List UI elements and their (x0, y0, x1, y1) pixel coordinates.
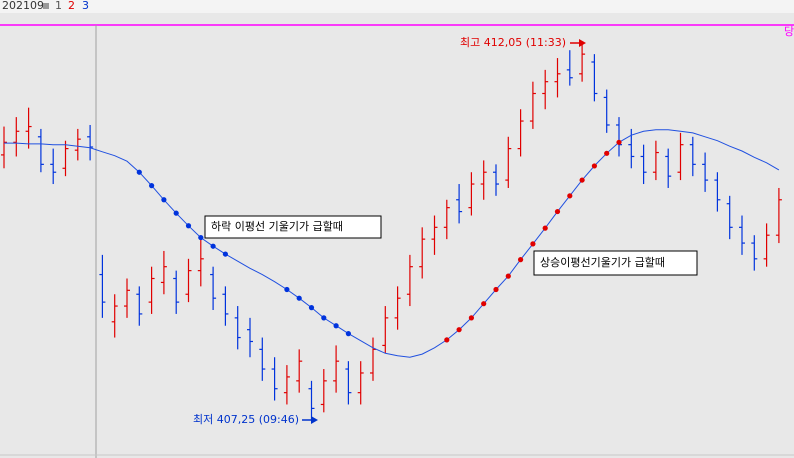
slope-dot (222, 251, 228, 257)
header-tab[interactable]: 1 (55, 0, 62, 12)
slope-dot (579, 177, 585, 183)
slope-dot (518, 257, 524, 263)
slope-dot (468, 315, 474, 321)
annotation: 최고 412,05 (11:33) (460, 36, 566, 49)
slope-dot (333, 323, 339, 329)
slope-dot (542, 225, 548, 231)
slope-dot (321, 315, 327, 321)
slope-dot (284, 286, 290, 293)
annotation: 상승이평선기울기가 급할때 (540, 256, 665, 269)
slope-dot (198, 234, 204, 241)
slope-dot (173, 210, 179, 216)
slope-dot (345, 331, 351, 337)
annotation-arrowhead (311, 416, 318, 424)
annotation-box (204, 215, 382, 239)
header-bar (0, 0, 794, 13)
slope-dot (530, 241, 536, 247)
annotation: 하락 이평선 기울기가 급할때 (211, 219, 343, 233)
slope-dot (505, 273, 511, 279)
slope-dot (296, 295, 302, 301)
slope-dot (149, 183, 155, 189)
header-tab[interactable]: 3 (82, 0, 89, 12)
header-icon (43, 3, 49, 9)
slope-dot (444, 337, 450, 343)
slope-dot (616, 139, 622, 145)
moving-average (4, 129, 780, 358)
slope-dot (161, 197, 167, 203)
slope-dot (567, 193, 573, 199)
annotation-box (533, 250, 698, 276)
slope-dot (456, 327, 462, 333)
slope-dot (185, 223, 192, 229)
slope-dot (481, 301, 487, 307)
slope-dot (554, 208, 561, 215)
edge-label: 당 (784, 25, 794, 38)
slope-dot (591, 163, 598, 169)
header-code: 202109 (2, 0, 44, 12)
annotation: 최저 407,25 (09:46) (193, 413, 299, 426)
slope-dot (308, 305, 315, 311)
slope-dot (493, 286, 499, 293)
annotation-arrowhead (579, 39, 586, 47)
slope-dot (210, 243, 216, 249)
slope-dot (136, 169, 142, 175)
header-tab[interactable]: 2 (68, 0, 75, 12)
slope-dot (604, 150, 610, 156)
